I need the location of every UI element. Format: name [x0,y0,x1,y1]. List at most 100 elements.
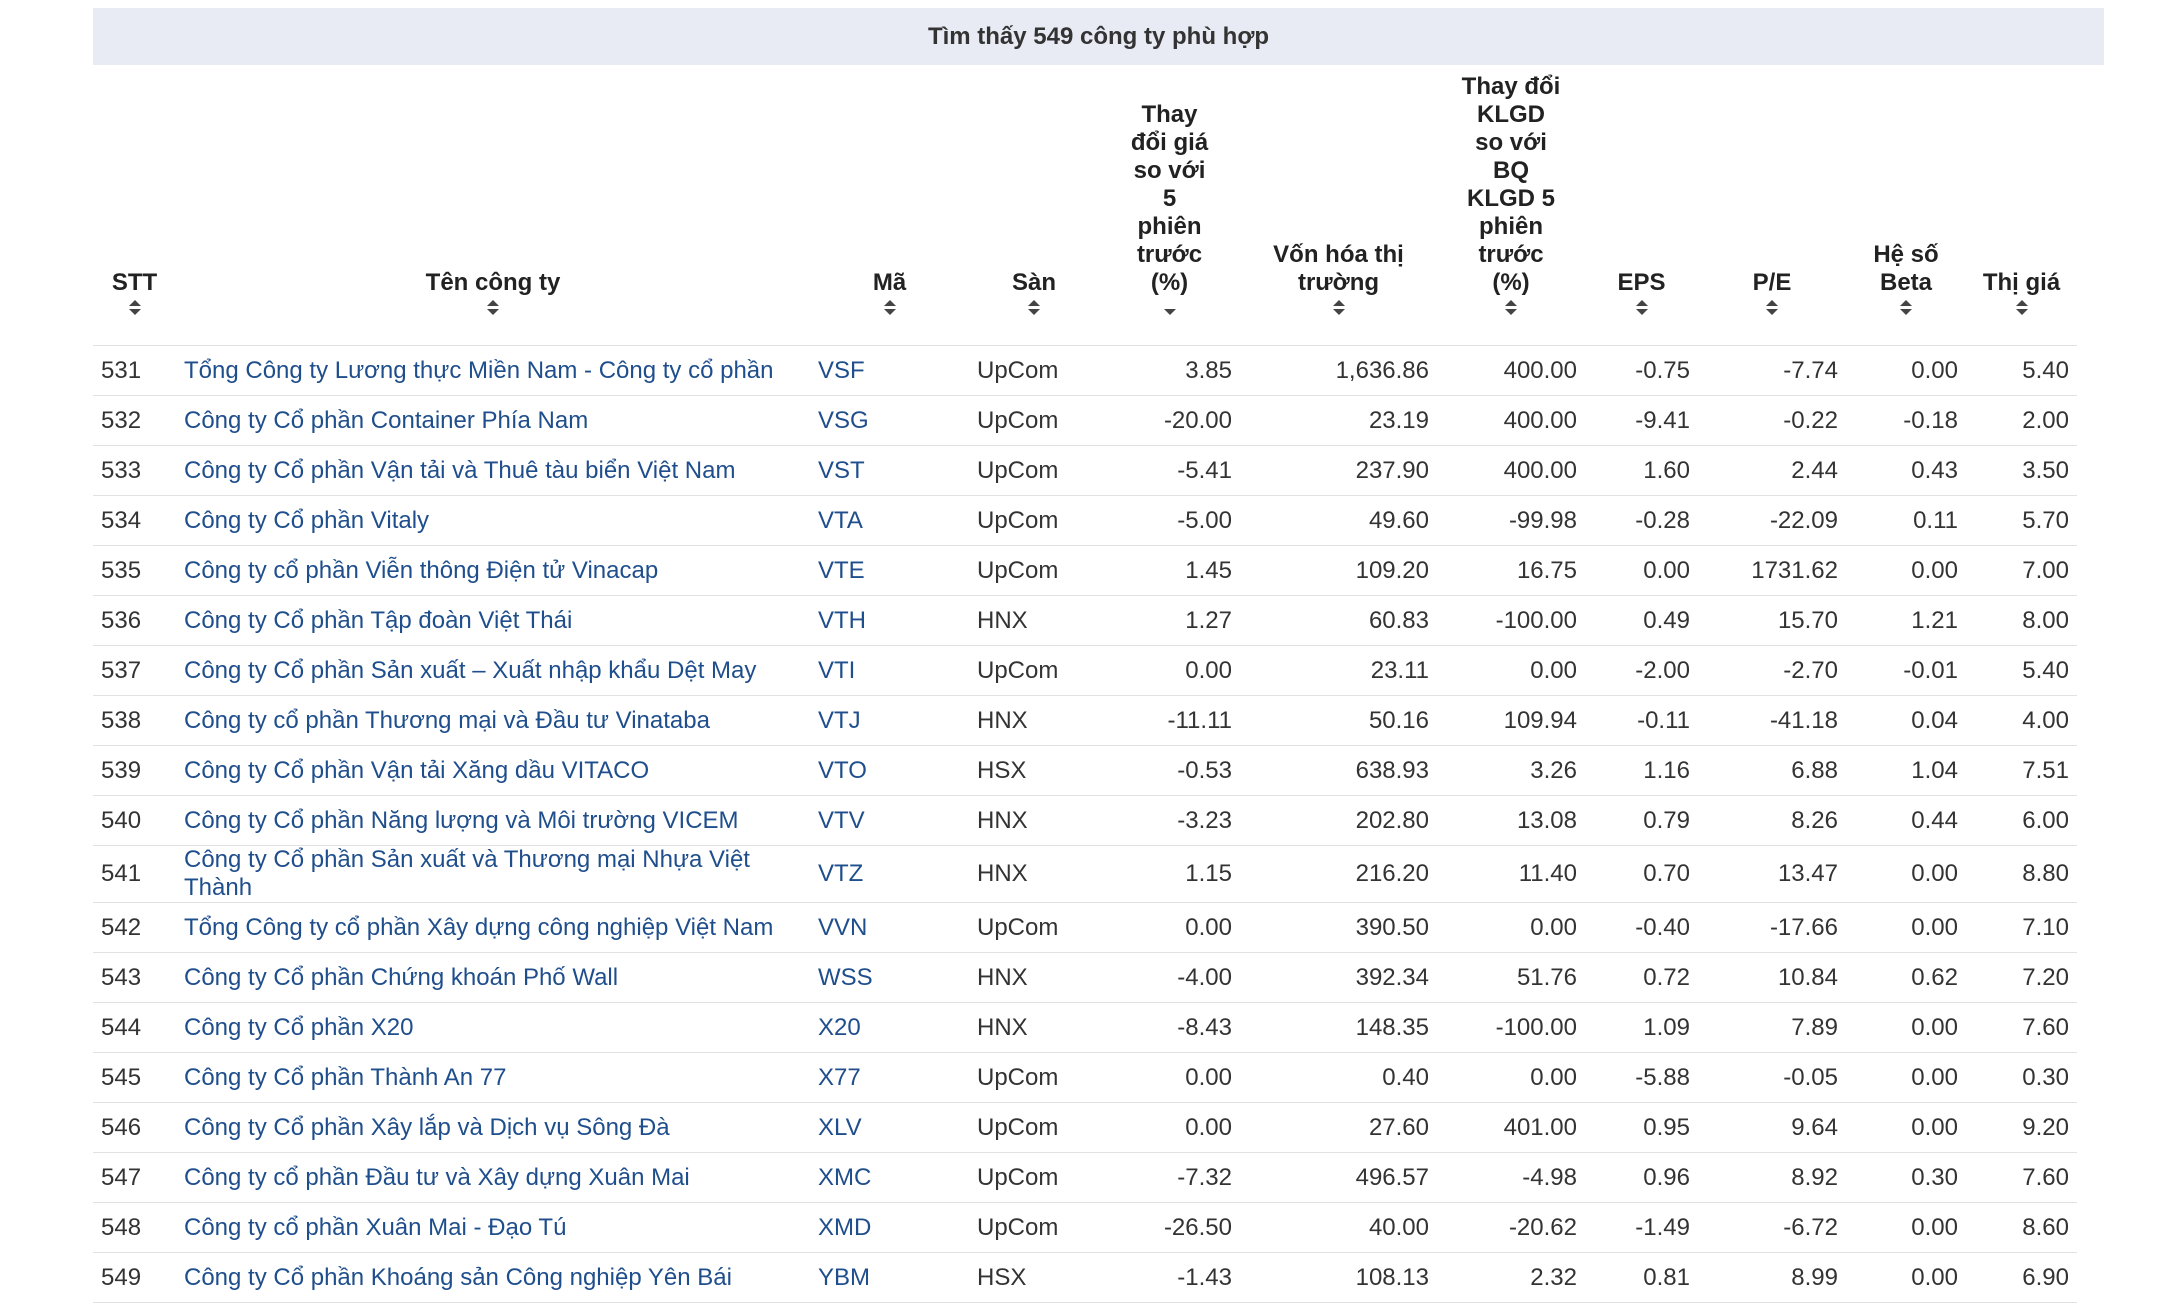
table-cell: 392.34 [1240,952,1437,1003]
table-cell: 7.60 [1966,1152,2077,1203]
column-header[interactable]: Thay đổi KLGD so với BQ KLGD 5 phiên trư… [1437,65,1585,321]
table-cell: -100.00 [1437,595,1585,646]
table-cell[interactable]: Công ty Cổ phần Sản xuất – Xuất nhập khẩ… [176,645,810,696]
table-cell: UpCom [969,902,1099,953]
table-cell: 6.90 [1966,1252,2077,1303]
table-cell: 1.21 [1846,595,1966,646]
column-header[interactable]: Vốn hóa thị trường [1240,65,1437,321]
table-cell[interactable]: Công ty cổ phần Thương mại và Đầu tư Vin… [176,695,810,746]
table-cell[interactable]: Công ty cổ phần Đầu tư và Xây dựng Xuân … [176,1152,810,1203]
table-cell: 638.93 [1240,745,1437,796]
column-header[interactable]: STT [93,65,176,321]
table-cell[interactable]: Công ty Cổ phần Vận tải Xăng dầu VITACO [176,745,810,796]
table-cell: 3.50 [1966,445,2077,496]
table-cell: 533 [93,445,176,496]
table-cell: -9.41 [1585,395,1698,446]
column-title: STT [111,269,158,296]
table-row: 532 Công ty Cổ phần Container Phía Nam VSG… [93,395,2077,446]
table-cell: -0.28 [1585,495,1698,546]
table-cell: -0.18 [1846,395,1966,446]
table-cell: 0.00 [1099,902,1240,953]
table-cell[interactable]: Tổng Công ty Lương thực Miền Nam - Công … [176,345,810,396]
table-cell: 0.95 [1585,1102,1698,1153]
column-header[interactable]: Tên công ty [176,65,810,321]
table-cell: 1,636.86 [1240,345,1437,396]
column-header[interactable]: P/E [1698,65,1846,321]
table-cell: 537 [93,645,176,696]
sort-icon[interactable] [1332,299,1346,317]
column-header[interactable]: Thay đổi giá so với 5 phiên trước (%) [1099,65,1240,321]
table-cell: 534 [93,495,176,546]
table-cell: YBM [810,1252,969,1303]
table-cell: 543 [93,952,176,1003]
table-cell[interactable]: Công ty Cổ phần Tập đoàn Việt Thái [176,595,810,646]
table-cell[interactable]: Công ty Cổ phần X20 [176,1002,810,1053]
table-cell: HNX [969,795,1099,846]
table-cell: 531 [93,345,176,396]
table-cell: 2.00 [1966,395,2077,446]
table-cell[interactable]: Công ty Cổ phần Khoáng sản Công nghiệp Y… [176,1252,810,1303]
table-cell[interactable]: Công ty cổ phần Viễn thông Điện tử Vinac… [176,545,810,596]
column-title: Thay đổi KLGD so với BQ KLGD 5 phiên trư… [1461,73,1561,296]
column-title: Thị giá [1982,269,2061,296]
sort-icon[interactable] [1027,299,1041,317]
sort-icon[interactable] [128,299,142,317]
table-cell: VSF [810,345,969,396]
column-header[interactable]: Hệ số Beta [1846,65,1966,321]
table-cell[interactable]: Tổng Công ty cổ phần Xây dựng công nghiệ… [176,902,810,953]
table-cell: 544 [93,1002,176,1053]
table-cell: 0.40 [1240,1052,1437,1103]
table-cell: 1.60 [1585,445,1698,496]
table-cell: 0.62 [1846,952,1966,1003]
table-cell[interactable]: Công ty Cổ phần Sản xuất và Thương mại N… [176,845,810,903]
table-cell[interactable]: Công ty Cổ phần Vận tải và Thuê tàu biển… [176,445,810,496]
table-row: 538 Công ty cổ phần Thương mại và Đầu tư … [93,695,2077,746]
table-cell[interactable]: Công ty Cổ phần Container Phía Nam [176,395,810,446]
table-cell: 0.00 [1099,1102,1240,1153]
table-cell: 109.94 [1437,695,1585,746]
sort-icon[interactable] [1504,299,1518,317]
sort-icon[interactable] [1163,299,1177,317]
column-header[interactable]: Mã [810,65,969,321]
column-header[interactable]: Sàn [969,65,1099,321]
table-cell[interactable]: Công ty Cổ phần Thành An 77 [176,1052,810,1103]
table-row: 535 Công ty cổ phần Viễn thông Điện tử Vi… [93,545,2077,596]
table-cell: -17.66 [1698,902,1846,953]
spacer-row [93,321,2077,346]
table-cell: 541 [93,845,176,903]
table-row: 548 Công ty cổ phần Xuân Mai - Đạo Tú XMD U… [93,1202,2077,1253]
table-cell[interactable]: Công ty Cổ phần Chứng khoán Phố Wall [176,952,810,1003]
sort-icon[interactable] [1765,299,1779,317]
table-cell: VTI [810,645,969,696]
table-row: 534 Công ty Cổ phần Vitaly VTA UpCom -5.00 49… [93,495,2077,546]
table-cell: 540 [93,795,176,846]
table-cell: 108.13 [1240,1252,1437,1303]
column-header[interactable]: Thị giá [1966,65,2077,321]
table-cell: -99.98 [1437,495,1585,546]
table-cell: -6.72 [1698,1202,1846,1253]
table-cell: 13.08 [1437,795,1585,846]
table-cell[interactable]: Công ty Cổ phần Năng lượng và Môi trường… [176,795,810,846]
column-header[interactable]: EPS [1585,65,1698,321]
table-cell[interactable]: Công ty Cổ phần Vitaly [176,495,810,546]
table-cell[interactable]: Công ty cổ phần Xuân Mai - Đạo Tú [176,1202,810,1253]
sort-icon[interactable] [2015,299,2029,317]
table-cell: 4.00 [1966,695,2077,746]
table-cell: 0.04 [1846,695,1966,746]
table-cell: 548 [93,1202,176,1253]
table-cell: 9.64 [1698,1102,1846,1153]
table-row: 541 Công ty Cổ phần Sản xuất và Thương mạ… [93,845,2077,903]
sort-icon[interactable] [1635,299,1649,317]
table-cell[interactable]: Công ty Cổ phần Xây lắp và Dịch vụ Sông … [176,1102,810,1153]
table-cell: 0.30 [1846,1152,1966,1203]
sort-icon[interactable] [486,299,500,317]
table-cell: -2.70 [1698,645,1846,696]
table-cell: 0.00 [1437,902,1585,953]
table-cell: HNX [969,595,1099,646]
table-cell: -20.62 [1437,1202,1585,1253]
table-cell: UpCom [969,495,1099,546]
table-cell: 13.47 [1698,845,1846,903]
table-cell: 0.00 [1846,1102,1966,1153]
sort-icon[interactable] [1899,299,1913,317]
sort-icon[interactable] [883,299,897,317]
